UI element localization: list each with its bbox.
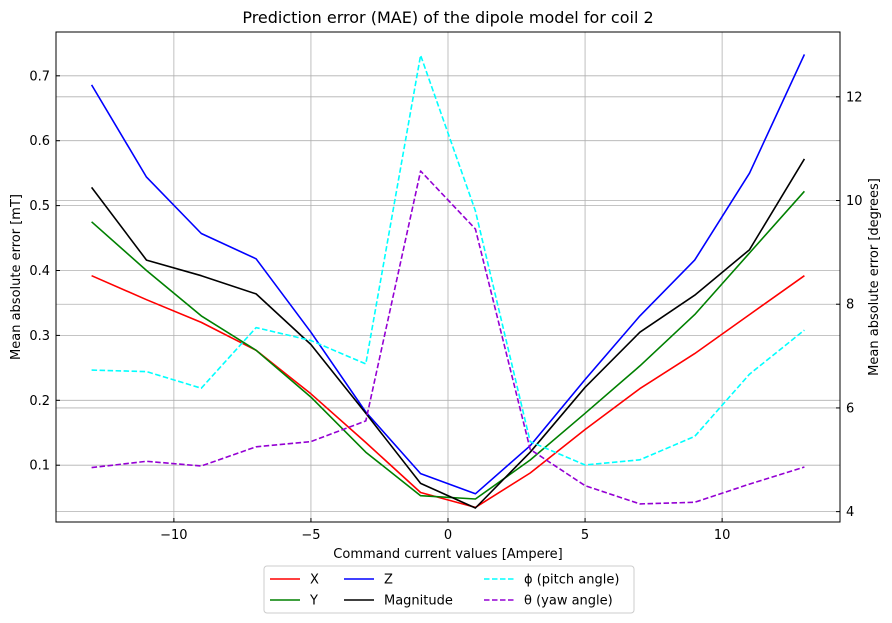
- legend-label: ϕ (pitch angle): [524, 573, 619, 588]
- y-right-tick-label: 4: [846, 505, 854, 520]
- series-line-z: [90, 54, 806, 495]
- x-axis-label: Command current values [Ampere]: [333, 547, 562, 562]
- y-axis-left-label: Mean absolute error [mT]: [9, 194, 24, 360]
- legend-label: Z: [384, 573, 393, 588]
- y-axis-right-label: Mean absolute error [degrees]: [867, 178, 882, 376]
- y-left-tick-label: 0.2: [29, 394, 50, 409]
- y-right-tick-label: 12: [846, 90, 863, 105]
- y-right-tick-label: 8: [846, 298, 854, 313]
- series-line-x: [91, 274, 805, 509]
- legend-label: θ (yaw angle): [524, 594, 613, 609]
- y-right-tick-label: 6: [846, 401, 854, 416]
- x-tick-label: 10: [714, 528, 731, 543]
- legend: XY Z Magnitude ϕ (pitch angle) θ (yaw angle): [263, 565, 635, 614]
- legend-box: [263, 565, 635, 614]
- grid-lines: [56, 32, 840, 522]
- plot-series: [90, 54, 806, 509]
- y-left-tick-label: 0.1: [29, 459, 50, 474]
- series-line-y: [91, 190, 805, 500]
- x-tick-label: 5: [581, 528, 589, 543]
- y-right-tick-label: 10: [846, 194, 863, 209]
- legend-label: Magnitude: [384, 594, 453, 609]
- x-tick-label: −5: [301, 528, 320, 543]
- x-tick-label: 0: [444, 528, 452, 543]
- series-line-pitch-angle: [91, 54, 805, 466]
- legend-label: Y: [309, 594, 318, 609]
- chart-title: Prediction error (MAE) of the dipole mod…: [242, 8, 653, 27]
- y-left-tick-label: 0.7: [29, 69, 50, 84]
- y-left-tick-label: 0.3: [29, 329, 50, 344]
- legend-label: X: [310, 573, 319, 588]
- axis-ticks: −10 −5 0 5 10 0.1 0.2 0.3 0.4 0.5 0.6 0.7 4 6 8 10 12: [29, 69, 862, 543]
- series-line-magnitude: [90, 158, 806, 509]
- x-tick-label: −10: [160, 528, 187, 543]
- y-left-tick-label: 0.5: [29, 199, 50, 214]
- y-left-tick-label: 0.4: [29, 264, 50, 279]
- y-left-tick-label: 0.6: [29, 134, 50, 149]
- series-line-yaw-angle: [91, 170, 805, 505]
